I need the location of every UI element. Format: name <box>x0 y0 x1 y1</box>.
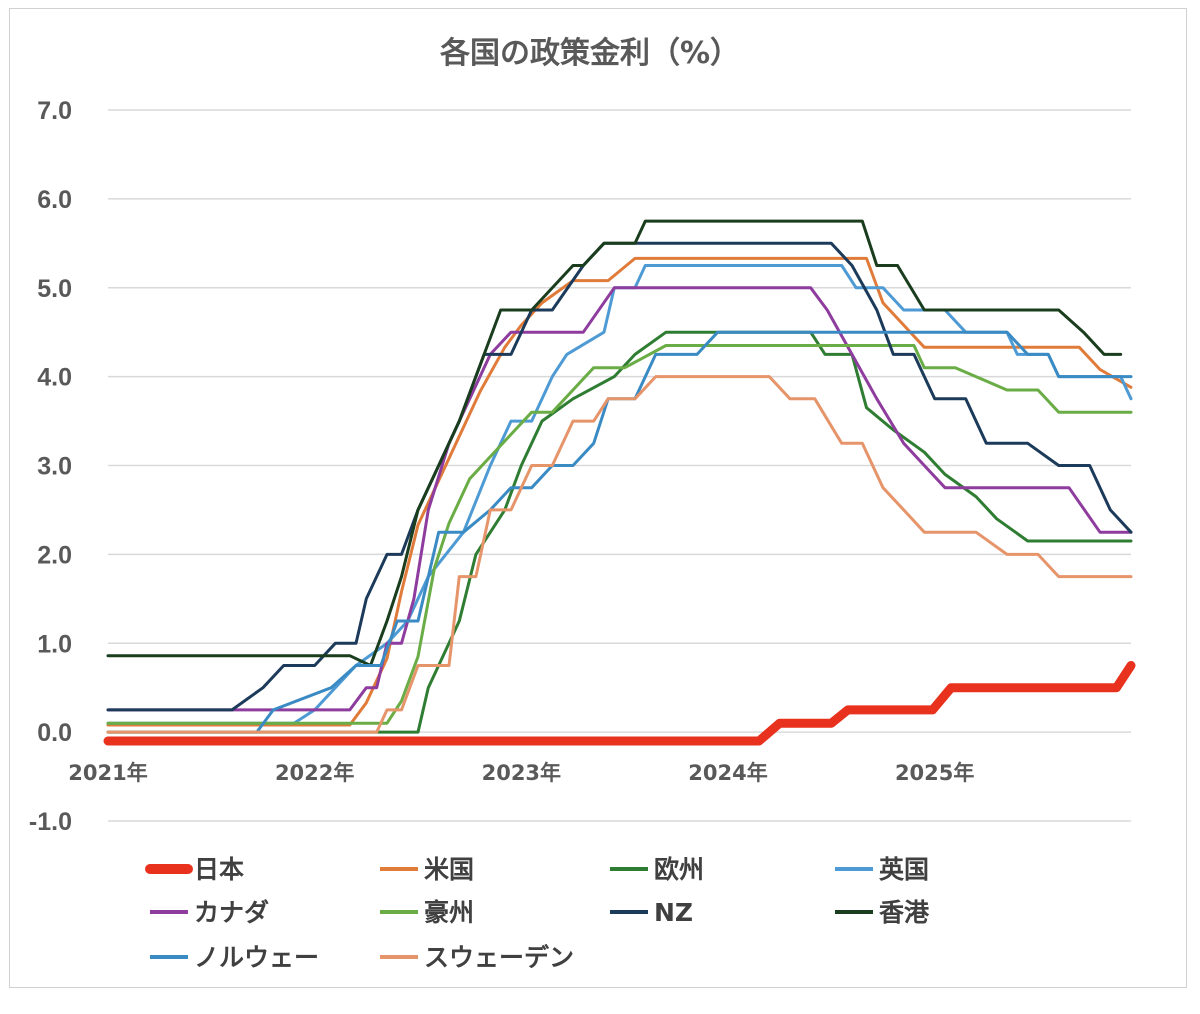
legend-label: カナダ <box>194 898 269 927</box>
series-line-6 <box>106 241 1133 712</box>
y-axis-ticks: 7.0 6.0 5.0 4.0 3.0 2.0 1.0 0.0 -1.0 <box>29 97 72 836</box>
series-line-0 <box>103 661 1136 746</box>
y-tick-label: 5.0 <box>37 275 72 303</box>
grid-lines <box>108 109 1131 822</box>
y-tick-label: 0.0 <box>37 719 72 747</box>
legend-label: 豪州 <box>424 898 474 927</box>
y-tick-label: -1.0 <box>29 808 72 836</box>
series-line-5 <box>106 344 1133 725</box>
legend-label: 欧州 <box>654 855 704 884</box>
y-tick-label: 6.0 <box>37 186 72 214</box>
y-tick-label: 4.0 <box>37 364 72 392</box>
x-tick-label: 2023年 <box>482 761 561 785</box>
chart-title: 各国の政策金利（%） <box>439 36 740 71</box>
x-tick-label: 2021年 <box>68 761 147 785</box>
legend-label: 米国 <box>424 855 474 884</box>
chart-frame <box>9 8 1187 988</box>
legend-label: ノルウェー <box>194 943 319 972</box>
x-tick-label: 2025年 <box>895 761 974 785</box>
y-tick-label: 7.0 <box>37 97 72 125</box>
series-line-9 <box>106 375 1133 734</box>
legend-label: スウェーデン <box>424 943 574 972</box>
legend-label: NZ <box>654 898 693 927</box>
x-tick-label: 2022年 <box>275 761 354 785</box>
legend-label: 日本 <box>194 855 244 884</box>
y-tick-label: 3.0 <box>37 453 72 481</box>
x-tick-label: 2024年 <box>688 761 767 785</box>
y-tick-label: 1.0 <box>37 630 72 658</box>
legend-label: 香港 <box>879 898 930 927</box>
legend-label: 英国 <box>879 855 929 884</box>
x-axis-ticks: 2021年 2022年 2023年 2024年 2025年 <box>68 761 974 785</box>
y-tick-label: 2.0 <box>37 541 72 569</box>
series-lines <box>103 219 1136 746</box>
series-line-7 <box>106 219 1123 667</box>
